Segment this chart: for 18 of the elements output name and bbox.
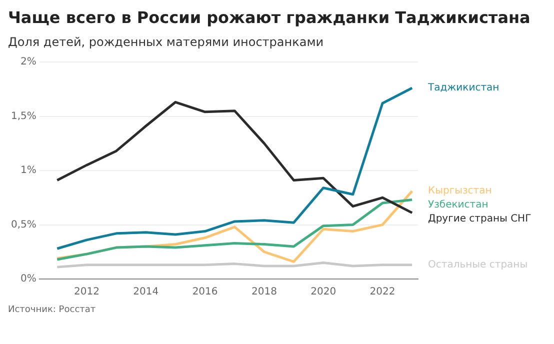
series-label: Кыргызстан [428,186,492,197]
series-label: Узбекистан [428,200,488,211]
y-tick-label: 2% [20,56,36,68]
x-tick-label: 2020 [310,286,336,298]
series-label: Другие страны СНГ [428,214,532,225]
chart-subtitle: Доля детей, рожденных матерями иностранками [8,35,325,49]
text: Источник: Росстат [8,305,97,315]
y-tick-label: 1,5% [11,110,36,122]
x-tick-label: 2022 [370,286,396,298]
y-tick-label: 0% [20,274,36,285]
y-tick-label: 1% [20,165,36,176]
x-tick-label: 2012 [74,286,100,298]
y-tick-label: 0,5% [11,219,36,230]
x-tick-label: 2016 [192,286,218,298]
series-label: Таджикистан [427,82,500,94]
x-tick-label: 2018 [251,286,277,298]
x-tick-label: 2014 [133,286,159,298]
chart-title: Чаще всего в России рожают гражданки Таджикистана [8,8,532,27]
